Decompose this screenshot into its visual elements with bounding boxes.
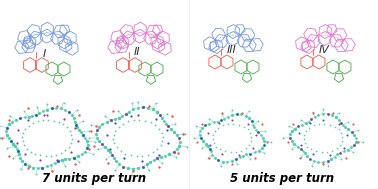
Text: 5 units per turn: 5 units per turn [230, 172, 334, 185]
Text: 7 units per turn: 7 units per turn [42, 172, 146, 185]
Text: IV: IV [319, 45, 330, 55]
Text: I: I [42, 49, 46, 59]
Text: III: III [227, 45, 237, 55]
Text: II: II [134, 47, 140, 57]
